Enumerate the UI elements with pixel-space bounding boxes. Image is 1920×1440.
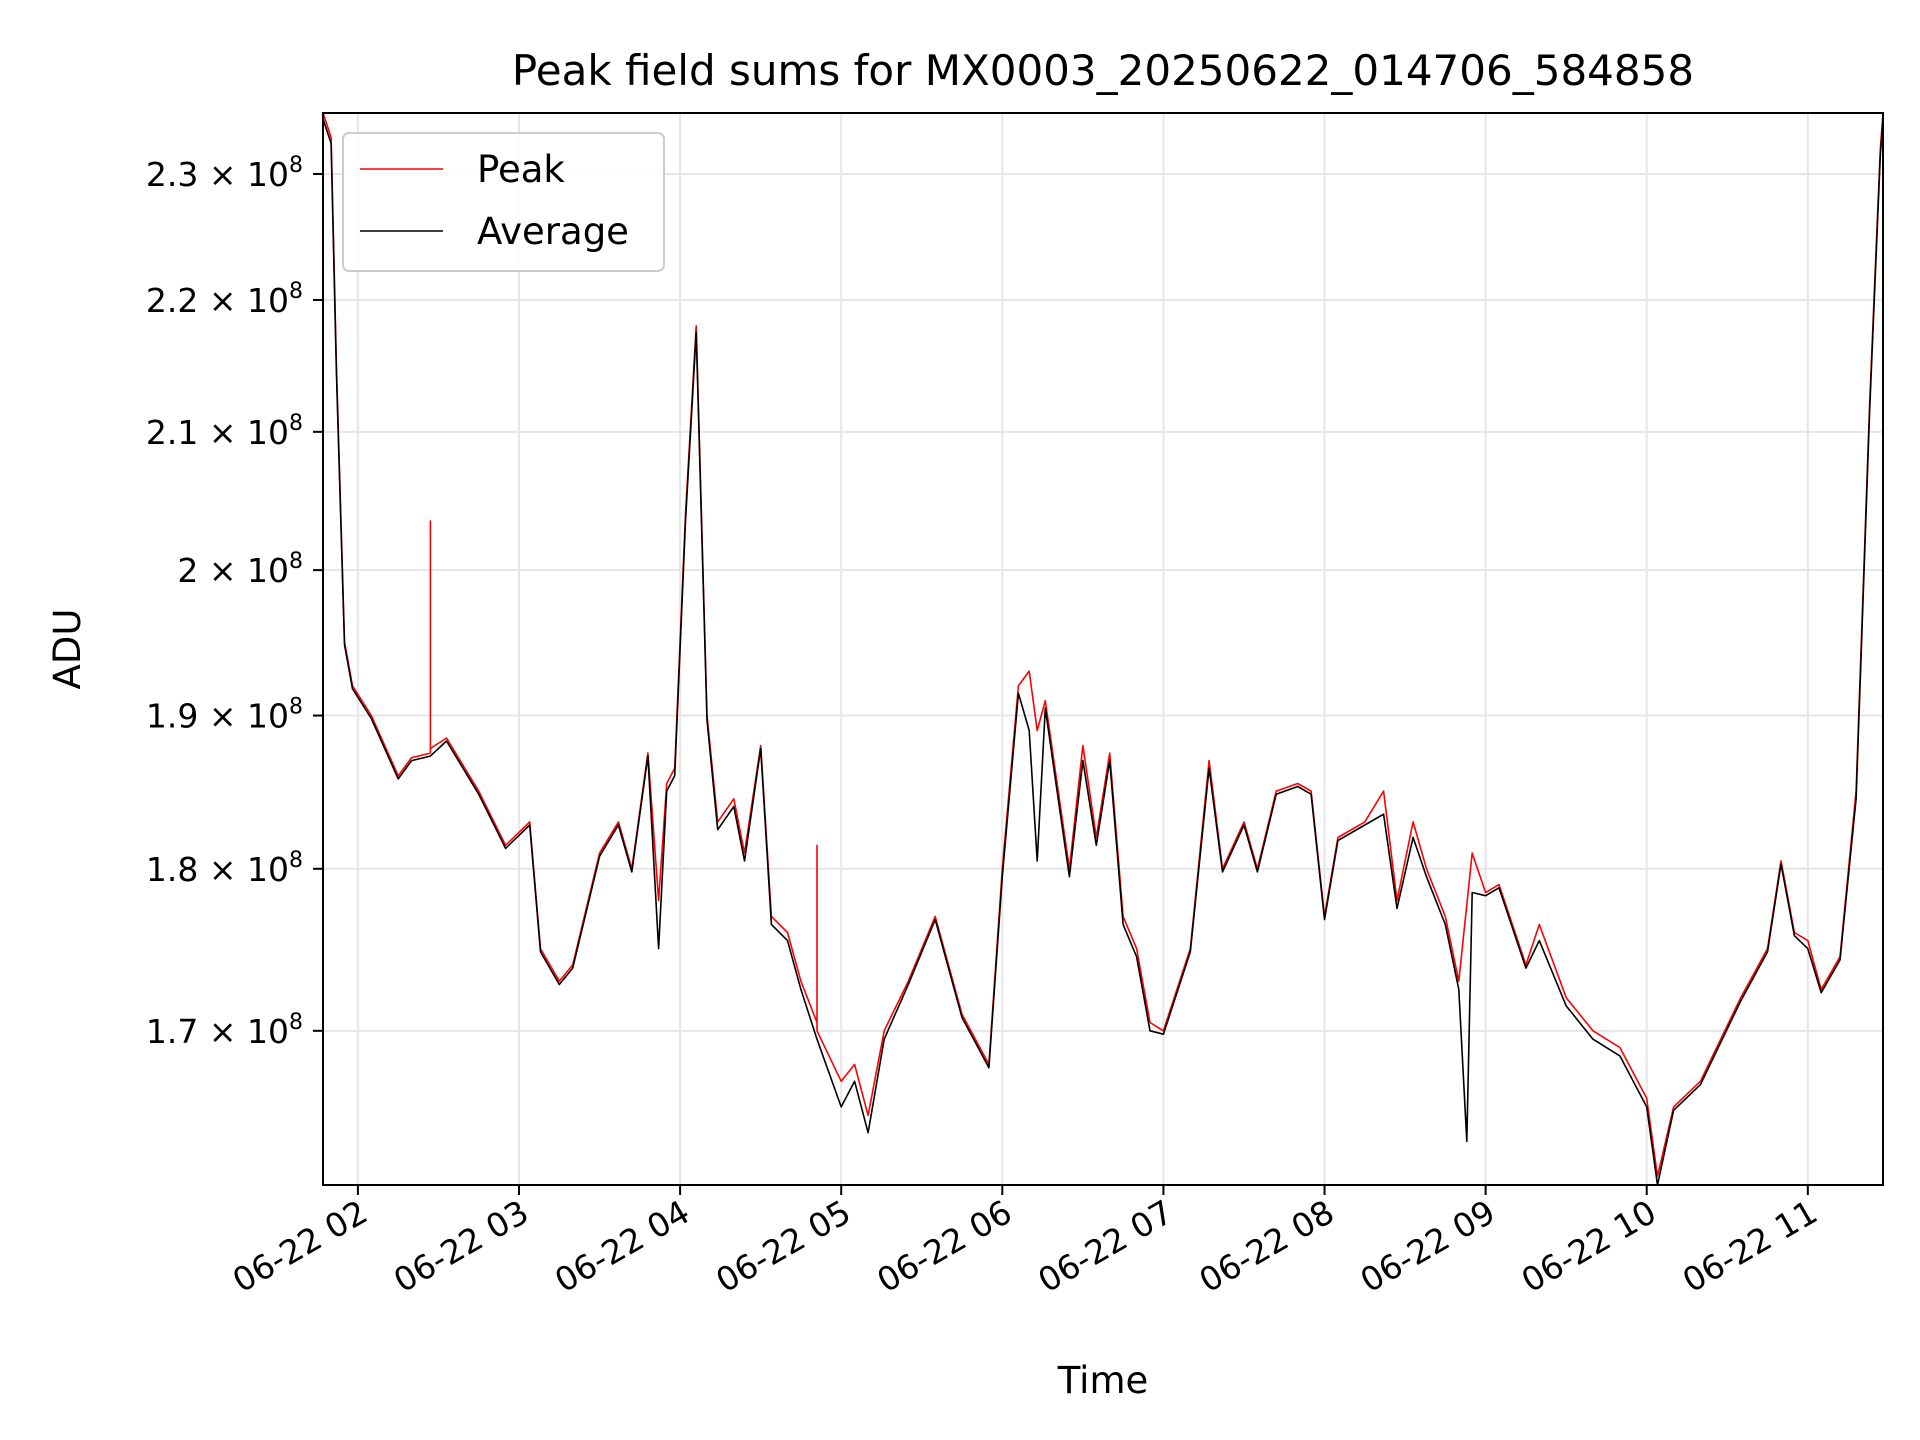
y-tick-label: 1.8 × 108 (146, 848, 303, 889)
series-line-peak (322, 112, 1884, 1177)
series-line-average (322, 118, 1884, 1186)
y-axis: 1.7 × 108 1.8 × 108 1.9 × 108 2 × 108 2.1 × … (146, 153, 323, 1051)
legend: Peak Average (342, 132, 665, 272)
x-axis-label: Time (1057, 1359, 1149, 1402)
chart-title: Peak field sums for MX0003_20250622_0147… (512, 46, 1694, 95)
plot-frame (322, 112, 1884, 1186)
y-axis-label: ADU (46, 609, 89, 690)
legend-label-peak: Peak (477, 148, 565, 191)
y-tick-label: 2.3 × 108 (146, 153, 303, 194)
series-layer (322, 112, 1884, 1186)
legend-box (342, 132, 665, 272)
y-tick-label: 1.7 × 108 (146, 1010, 303, 1051)
y-tick-label: 2.2 × 108 (146, 279, 303, 320)
y-tick-label: 2 × 108 (177, 549, 303, 590)
legend-label-average: Average (477, 210, 629, 253)
grid-layer (323, 113, 1883, 1185)
y-tick-label: 2.1 × 108 (146, 411, 303, 452)
y-tick-label: 1.9 × 108 (146, 695, 303, 736)
